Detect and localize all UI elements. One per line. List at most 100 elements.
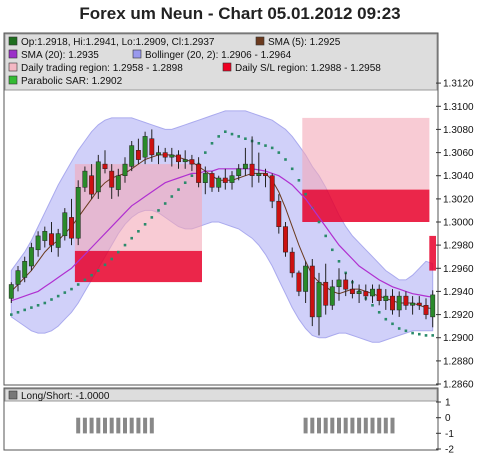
candle-body [55, 233, 61, 248]
signal-bar [143, 417, 148, 434]
sar-dot [16, 311, 20, 314]
sar-dot [97, 269, 100, 272]
signal-bar [343, 417, 348, 434]
sl-region-block [429, 235, 436, 271]
sar-dot [117, 250, 120, 254]
sar-dot [297, 179, 301, 182]
candle-body [349, 288, 355, 294]
candle-body [263, 173, 268, 176]
signal-bar [323, 417, 328, 434]
sar-dot [277, 151, 281, 154]
y-tick-label: 1.2920 [443, 310, 474, 321]
sar-dot [418, 332, 421, 336]
y-tick-label: 1.3080 [443, 125, 474, 136]
signal-bar [129, 417, 134, 434]
candle-body [309, 265, 315, 318]
sar-dot [244, 137, 247, 140]
sar-dot [110, 257, 113, 261]
sar-dot [10, 313, 13, 316]
sl-region-block [302, 189, 430, 222]
sub-legend-swatch [8, 390, 18, 400]
candle-body [169, 154, 175, 158]
sar-dot [384, 317, 388, 321]
sar-dot [123, 243, 127, 247]
sub-legend-entry: Long/Short: -1.0000 [21, 391, 110, 402]
main-plot-frame [3, 32, 439, 386]
sar-dot [324, 234, 327, 238]
signal-bar [76, 417, 81, 434]
candle-body [122, 163, 128, 176]
sar-dot [63, 291, 67, 294]
candle-body [276, 200, 282, 227]
signal-bar [123, 417, 127, 434]
legend-swatch [8, 75, 18, 85]
y-axis-sub: 1 0 -1 -2 [436, 398, 454, 456]
legend-entry: SMA (5): 1.2925 [268, 37, 341, 48]
sar-dot [377, 311, 381, 314]
candle-body [296, 272, 302, 292]
legend-swatch [255, 36, 265, 46]
candle-body [303, 265, 309, 292]
candle-body [129, 145, 135, 167]
candle-body [229, 175, 235, 183]
sar-dot [217, 135, 220, 138]
candle-body [316, 281, 322, 318]
legend-swatch [132, 49, 142, 59]
signal-bar [103, 417, 107, 434]
candle-body [102, 163, 108, 169]
legend-entry: SMA (20): 1.2935 [21, 50, 99, 61]
candle-body [82, 170, 88, 188]
candle-body [35, 235, 41, 251]
sar-dot [331, 248, 334, 252]
candle-body [356, 291, 362, 294]
chart-title: Forex um Neun - Chart 05.01.2012 09:23 [79, 4, 401, 23]
sar-dot [50, 298, 53, 301]
y-tick-label: 1.2880 [443, 356, 474, 367]
candle-body [410, 302, 416, 306]
candle-body [390, 295, 395, 311]
candle-body [196, 163, 202, 183]
signal-bar [149, 417, 154, 434]
signal-bar [377, 417, 382, 434]
candle-body [236, 168, 242, 176]
candle-body [222, 177, 228, 183]
candle-body [396, 295, 402, 311]
y-tick-label: 1.2980 [443, 241, 474, 252]
candle-body [115, 175, 121, 190]
candle-body [42, 231, 48, 241]
legend-layer: Op:1.2918, Hi:1.2941, Lo:1.2909, Cl:1.29… [8, 36, 381, 87]
sub-legend-box [4, 388, 438, 402]
legend-box [4, 33, 438, 91]
sar-dot [237, 135, 240, 138]
candle-body [28, 247, 34, 267]
legend-entry: Daily S/L region: 1.2988 - 1.2958 [235, 63, 381, 74]
signal-bar [116, 417, 121, 434]
sar-dot [391, 322, 394, 326]
candle-body [216, 177, 222, 188]
sar-dot [257, 142, 261, 145]
candle-body [416, 302, 422, 306]
candle-body [69, 217, 74, 239]
sar-dot [163, 202, 167, 205]
sar-dot [224, 130, 227, 133]
legend-swatch [8, 49, 18, 59]
sar-dot [157, 209, 160, 212]
sar-dot [284, 158, 287, 161]
candle-body [182, 159, 188, 163]
sub-y-tick-label: 1 [445, 398, 451, 409]
sar-dot [143, 223, 147, 226]
sar-dot [36, 304, 40, 307]
signal-bar [350, 417, 355, 434]
sar-dot [290, 167, 294, 171]
sar-dot [411, 331, 414, 335]
sar-dot [183, 181, 187, 184]
sar-dot [170, 195, 174, 198]
sar-dot [150, 216, 154, 219]
candle-body [209, 173, 215, 188]
sar-dot [371, 304, 374, 307]
candle-body [242, 163, 248, 169]
sar-dot [76, 283, 80, 286]
candle-body [383, 295, 389, 301]
candle-body [156, 152, 161, 156]
